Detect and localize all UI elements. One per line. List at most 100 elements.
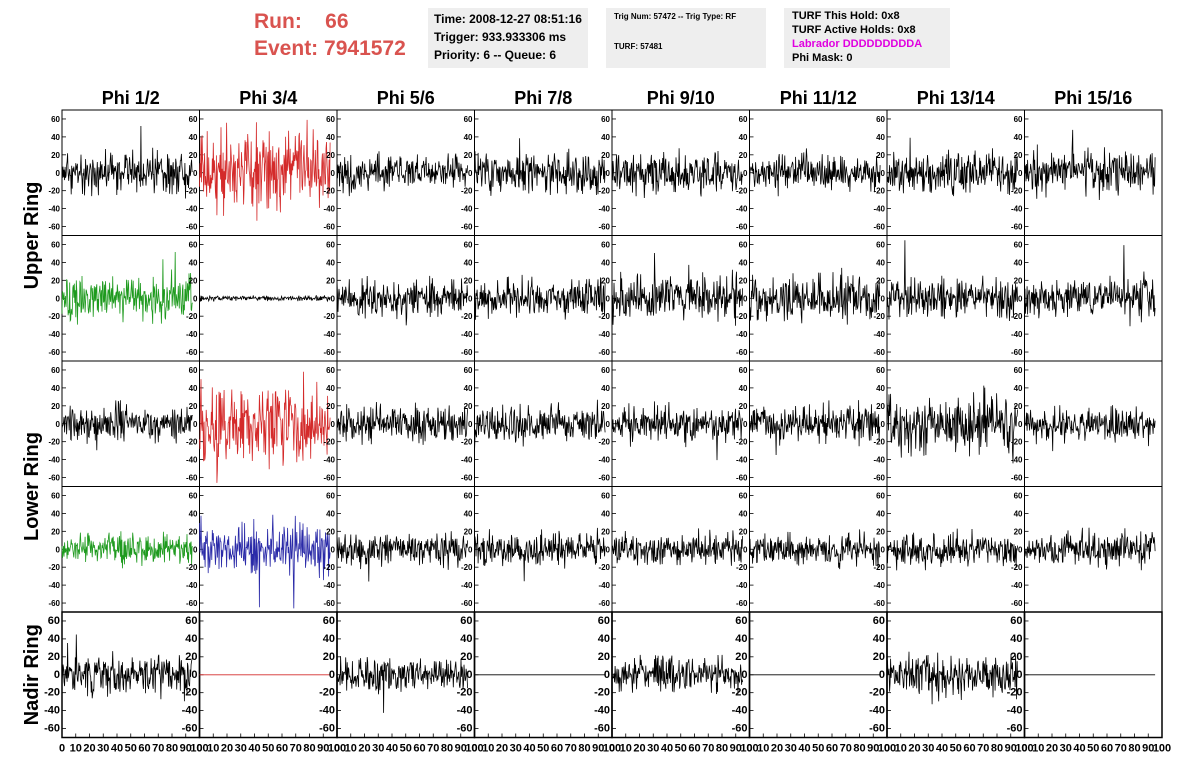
y-tick-label: 40 (323, 633, 335, 645)
x-tick-label: 10 (895, 743, 907, 755)
y-tick-label: 60 (326, 240, 335, 249)
y-tick-label: -40 (457, 705, 473, 717)
x-tick-label: 90 (455, 743, 467, 755)
y-tick-label: -20 (323, 187, 335, 196)
waveform-trace (611, 252, 743, 326)
y-tick-label: 60 (464, 491, 473, 500)
y-tick-label: 40 (1014, 258, 1023, 267)
y-tick-label: -60 (873, 223, 885, 232)
y-tick-label: -60 (461, 474, 473, 483)
y-tick-label: 60 (735, 615, 747, 627)
y-tick-label: -60 (736, 474, 748, 483)
y-tick-label: 0 (1018, 294, 1023, 303)
y-tick-label: -20 (461, 563, 473, 572)
y-tick-label: -40 (598, 205, 610, 214)
time-text: Time: 2008-12-27 08:51:16 (434, 12, 582, 26)
waveform-trace (336, 275, 468, 326)
y-tick-label: 40 (1014, 384, 1023, 393)
y-tick-label: 20 (876, 151, 885, 160)
y-tick-label: -40 (1011, 330, 1023, 339)
y-tick-label: 20 (51, 527, 60, 536)
y-tick-label: -40 (319, 705, 335, 717)
y-tick-label: -60 (461, 223, 473, 232)
event-row: Event: 7941572 (254, 35, 406, 62)
y-tick-label: -60 (186, 223, 198, 232)
y-tick-label: 40 (876, 509, 885, 518)
y-tick-label: -60 (736, 348, 748, 357)
y-tick-label: -20 (736, 312, 748, 321)
y-tick-label: -40 (598, 456, 610, 465)
y-tick-label: -20 (323, 438, 335, 447)
y-tick-label: 40 (189, 258, 198, 267)
y-tick-label: 40 (326, 133, 335, 142)
y-tick-label: -40 (186, 205, 198, 214)
y-tick-label: 20 (326, 151, 335, 160)
y-tick-label: 40 (464, 384, 473, 393)
labrador-text: Labrador DDDDDDDDDA (792, 38, 923, 50)
x-tick-label: 0 (59, 743, 65, 755)
x-tick-label: 60 (688, 743, 700, 755)
y-tick-label: 20 (739, 402, 748, 411)
x-tick-label: 50 (125, 743, 137, 755)
x-tick-label: 30 (97, 743, 109, 755)
y-tick-label: 40 (189, 509, 198, 518)
y-tick-label: 20 (601, 276, 610, 285)
y-tick-label: 20 (189, 527, 198, 536)
y-tick-label: 0 (1016, 669, 1022, 681)
y-tick-label: -40 (736, 581, 748, 590)
y-tick-label: 0 (56, 169, 61, 178)
x-tick-label: 10 (70, 743, 82, 755)
y-tick-label: 0 (331, 294, 336, 303)
y-tick-label: 40 (464, 509, 473, 518)
y-tick-label: 0 (879, 669, 885, 681)
y-tick-label: -40 (323, 205, 335, 214)
y-tick-label: 40 (326, 258, 335, 267)
waveform-trace (61, 125, 193, 199)
y-tick-label: -20 (461, 187, 473, 196)
y-tick-label: -20 (186, 563, 198, 572)
y-tick-label: 60 (739, 115, 748, 124)
y-tick-label: 40 (48, 633, 60, 645)
run-event-header: Run: 66 Event: 7941572 (254, 8, 406, 62)
y-tick-label: -60 (48, 348, 60, 357)
y-tick-label: 20 (1014, 151, 1023, 160)
x-tick-label: 20 (1046, 743, 1058, 755)
trigger-text: Trigger: 933.933306 ms (434, 30, 567, 44)
y-tick-label: 40 (189, 384, 198, 393)
y-tick-label: 60 (326, 115, 335, 124)
x-tick-label: 100 (1015, 743, 1033, 755)
waveform-trace (1024, 245, 1156, 327)
x-tick-label: 70 (1115, 743, 1127, 755)
column-title: Phi 11/12 (780, 88, 857, 108)
y-tick-label: -40 (736, 330, 748, 339)
y-tick-label: 0 (606, 545, 611, 554)
y-tick-label: 40 (189, 133, 198, 142)
turf-info-box: TURF This Hold: 0x8 TURF Active Holds: 0… (784, 8, 950, 68)
waveform-trace (611, 528, 743, 566)
event-label: Event: (254, 37, 319, 60)
x-tick-label: 40 (936, 743, 948, 755)
y-tick-label: 60 (464, 366, 473, 375)
y-tick-label: 60 (1014, 115, 1023, 124)
y-tick-label: 0 (468, 545, 473, 554)
y-tick-label: -20 (598, 438, 610, 447)
waveform-trace (474, 274, 606, 320)
y-tick-label: 60 (189, 366, 198, 375)
x-tick-label: 60 (413, 743, 425, 755)
x-tick-label: 90 (317, 743, 329, 755)
x-tick-label: 20 (908, 743, 920, 755)
y-tick-label: -20 (48, 312, 60, 321)
y-tick-label: 20 (1014, 527, 1023, 536)
y-tick-label: 60 (876, 491, 885, 500)
y-tick-label: -20 (598, 187, 610, 196)
y-tick-label: 60 (1010, 615, 1022, 627)
x-tick-label: 30 (647, 743, 659, 755)
x-tick-label: 30 (922, 743, 934, 755)
y-tick-label: 40 (1014, 509, 1023, 518)
y-tick-label: -20 (461, 312, 473, 321)
x-tick-label: 60 (826, 743, 838, 755)
y-tick-label: -40 (598, 330, 610, 339)
y-tick-label: -60 (48, 599, 60, 608)
y-tick-label: -40 (323, 330, 335, 339)
